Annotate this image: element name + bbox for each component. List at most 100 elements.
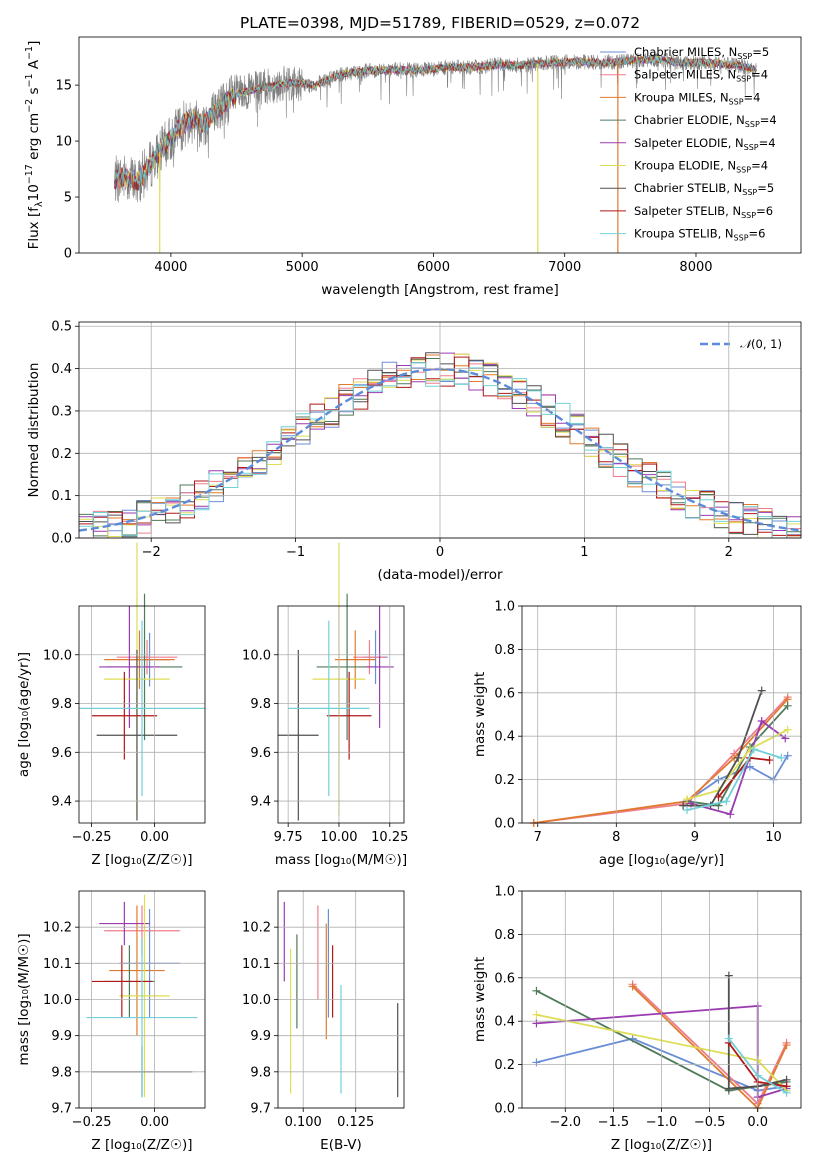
y-tick-label: 9.7 xyxy=(250,1102,271,1117)
mass-weight-line xyxy=(686,748,782,811)
y-tick-label: 9.8 xyxy=(51,1065,72,1080)
y-tick-label: 10.2 xyxy=(43,921,72,936)
legend-subscript: SSP xyxy=(745,120,760,129)
mass-weight-marker xyxy=(724,971,733,980)
mass-weight-line xyxy=(683,690,763,807)
legend-count: =6 xyxy=(749,227,766,241)
age-vs-mass-x-label: mass [log₁₀(M/M☉)] xyxy=(275,852,407,868)
model-spectrum-line xyxy=(114,55,757,188)
x-tick-label: 8 xyxy=(612,830,620,845)
residuals-y-label: Normed distribution xyxy=(26,363,42,498)
massweight-vs-Z-axes: −2.0 −1.5 −1.0 −0.5 0.0 0.0 0.2 0.4 0.6 0.8 1.0 xyxy=(494,885,801,1130)
y-tick-label: 0.4 xyxy=(494,1015,515,1030)
y-tick-label: 9.9 xyxy=(250,1029,271,1044)
legend-model-name: Kroupa MILES, N xyxy=(634,90,729,104)
massweight-vs-age-frame xyxy=(521,605,802,824)
y-tick-label: 0.8 xyxy=(494,928,515,943)
massweight-vs-age-x-label: age [log₁₀(age/yr)] xyxy=(599,852,724,868)
x-tick-label: 9.75 xyxy=(274,830,303,845)
legend-count: =6 xyxy=(756,204,773,218)
legend-model-name: Kroupa STELIB, N xyxy=(634,227,734,241)
x-tick-label: −2 xyxy=(142,545,161,560)
y-label-part: ] xyxy=(26,41,42,46)
mass-vs-EBV-x-label: E(B-V) xyxy=(320,1137,362,1153)
figure-title: PLATE=0398, MJD=51789, FIBERID=0529, z=0… xyxy=(240,14,640,32)
x-tick-label: 0.00 xyxy=(140,830,169,845)
y-tick-label: 0.8 xyxy=(494,643,515,658)
y-tick-label: 0.4 xyxy=(494,730,515,745)
y-tick-label: 10.0 xyxy=(43,648,72,663)
mass-weight-marker xyxy=(757,717,766,726)
mass-weight-marker xyxy=(679,801,688,810)
legend-label: Chabrier ELODIE, NSSP=4 xyxy=(634,113,777,129)
mass-weight-marker xyxy=(532,986,541,995)
y-tick-label: 0.6 xyxy=(494,686,515,701)
legend-count: =4 xyxy=(744,90,761,104)
x-tick-label: 6000 xyxy=(417,260,450,275)
y-tick-label: 0.0 xyxy=(494,817,515,832)
mass-weight-marker xyxy=(714,792,723,801)
spectrum-frame xyxy=(78,36,802,254)
legend-count: =5 xyxy=(752,45,769,59)
legend-label: Salpeter MILES, NSSP=4 xyxy=(634,68,768,84)
model-spectrum-line xyxy=(114,55,757,191)
x-tick-label: 9 xyxy=(691,830,699,845)
age-vs-Z-frame xyxy=(78,605,206,824)
y-label-part: λ xyxy=(34,201,45,207)
mass-weight-marker xyxy=(683,795,692,804)
x-tick-label: −0.5 xyxy=(694,1115,726,1130)
x-tick-label: 4000 xyxy=(154,260,187,275)
y-tick-label: 9.8 xyxy=(250,1065,271,1080)
y-tick-label: 9.4 xyxy=(250,795,271,810)
x-tick-label: −0.25 xyxy=(72,830,112,845)
y-tick-label: 1.0 xyxy=(494,885,515,900)
y-label-part: −17 xyxy=(24,164,35,184)
y-tick-label: 9.6 xyxy=(250,746,271,761)
legend-subscript: SSP xyxy=(736,166,751,175)
massweight-vs-Z-chart: Z [log₁₀(Z/Z☉)] mass weight xyxy=(472,957,791,1153)
legend-count: =5 xyxy=(757,181,774,195)
residuals-x-label: (data-model)/error xyxy=(377,567,503,583)
legend-count: =4 xyxy=(759,136,776,150)
x-tick-label: 0.0 xyxy=(747,1115,768,1130)
x-tick-label: 0.100 xyxy=(285,1115,322,1130)
legend-count: =4 xyxy=(751,159,768,173)
legend-label: Salpeter ELODIE, NSSP=4 xyxy=(634,136,776,152)
mass-weight-marker xyxy=(781,734,790,743)
y-tick-label: 1.0 xyxy=(494,600,515,615)
residuals-axes: −2 −1 0 1 2 0.0 0.1 0.2 0.3 0.4 0.5 xyxy=(51,320,801,560)
mass-weight-marker xyxy=(726,810,735,819)
legend-label: Kroupa STELIB, NSSP=6 xyxy=(634,227,765,243)
x-tick-label: 10 xyxy=(765,830,782,845)
mass-weight-line xyxy=(686,728,789,800)
x-tick-label: 10.00 xyxy=(320,830,357,845)
y-tick-label: 0.0 xyxy=(494,1102,515,1117)
y-tick-label: 9.7 xyxy=(51,1102,72,1117)
spectrum-axes: 4000 5000 6000 7000 8000 0 5 10 15 xyxy=(55,79,712,275)
mass-weight-marker xyxy=(724,1034,733,1043)
legend-args: (0, 1) xyxy=(751,337,782,351)
age-vs-Z-y-label: age [log₁₀(age/yr)] xyxy=(16,652,32,777)
mass-weight-marker xyxy=(628,982,637,991)
x-tick-label: 0.125 xyxy=(337,1115,374,1130)
mass-weight-marker xyxy=(777,753,786,762)
massweight-vs-Z-frame xyxy=(521,890,802,1109)
legend-count: =4 xyxy=(760,113,777,127)
legend-label: Chabrier MILES, NSSP=5 xyxy=(634,45,769,61)
x-tick-label: −1.0 xyxy=(646,1115,678,1130)
y-tick-label: 9.8 xyxy=(51,697,72,712)
mass-vs-EBV-axes: 0.100 0.125 9.7 9.8 9.9 10.0 10.1 10.2 xyxy=(242,891,404,1130)
x-tick-label: −1.5 xyxy=(598,1115,630,1130)
legend-subscript: SSP xyxy=(736,75,751,84)
legend-subscript: SSP xyxy=(734,234,749,243)
y-tick-label: 10.0 xyxy=(43,993,72,1008)
legend-label: 𝒩(0, 1) xyxy=(740,337,782,351)
y-tick-label: 9.4 xyxy=(51,795,72,810)
age-vs-Z-x-label: Z [log₁₀(Z/Z☉)] xyxy=(91,852,192,868)
y-label-part: s xyxy=(26,87,42,98)
legend-model-name: Salpeter ELODIE, N xyxy=(634,136,744,150)
massweight-vs-age-chart: age [log₁₀(age/yr)] mass weight xyxy=(472,672,792,868)
y-tick-label: 0.6 xyxy=(494,971,515,986)
legend-model-name: Chabrier MILES, N xyxy=(634,45,737,59)
mass-weight-marker xyxy=(683,805,692,814)
